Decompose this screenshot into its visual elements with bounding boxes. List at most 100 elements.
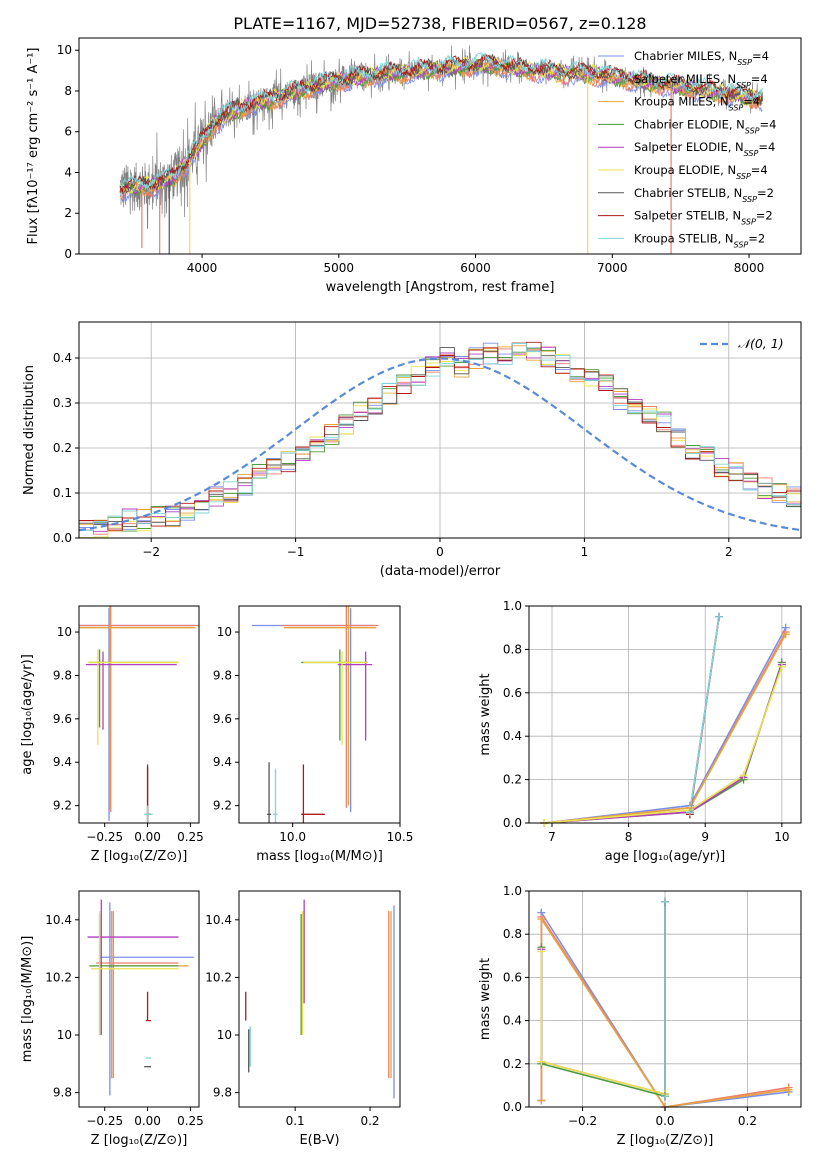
y-tick-label: 10.2 xyxy=(205,970,232,984)
x-tick-label: 0.00 xyxy=(134,1114,161,1128)
weight-marker xyxy=(537,947,546,956)
y-tick-label: 0.2 xyxy=(503,1057,522,1071)
point-salpeter-miles xyxy=(281,606,379,808)
point-salpeter-elodie xyxy=(85,651,177,730)
weight-line-chabrier-elodie xyxy=(540,947,666,1097)
x-tick-label: 0.25 xyxy=(177,830,204,844)
point-kroupa-miles xyxy=(284,606,377,806)
y-tick-label: 10 xyxy=(57,43,72,57)
weight-marker xyxy=(661,1092,669,1101)
point-chabrier-elodie xyxy=(301,649,368,741)
axes-frame xyxy=(78,890,200,1108)
y-tick-label: 9.4 xyxy=(53,755,72,769)
y-tick-label: 0.0 xyxy=(503,1100,522,1114)
axes-frame xyxy=(78,605,200,824)
panel-age_vs_Z: −0.25 0.00 0.25 9.2 9.4 9.6 9.8 10 Z [log₁₀(Z/Z⊙… xyxy=(20,605,204,864)
point-kroupa-miles xyxy=(79,606,196,810)
y-axis-label: age [log₁₀(age/yr)] xyxy=(20,654,35,775)
y-tick-label: 9.2 xyxy=(213,799,232,813)
x-tick-label: 10 xyxy=(774,830,789,844)
hist-kroupa-stelib xyxy=(79,343,801,531)
weight-marker xyxy=(537,1096,546,1105)
point-chabrier-miles xyxy=(99,902,194,1096)
y-tick-label: 8 xyxy=(64,84,72,98)
weight-marker xyxy=(537,1057,546,1066)
y-tick-label: 1.0 xyxy=(503,884,522,898)
y-tick-label: 9.2 xyxy=(53,799,72,813)
axes-frame xyxy=(528,605,802,824)
y-tick-label: 0.6 xyxy=(503,686,522,700)
x-tick-label: 0.0 xyxy=(655,1114,674,1128)
x-tick-label: 7 xyxy=(548,830,556,844)
x-tick-label: 7000 xyxy=(597,261,628,275)
point-salpeter-elodie xyxy=(87,899,179,1035)
x-tick-label: 0.1 xyxy=(286,1114,305,1128)
weight-line-kroupa-elodie xyxy=(544,666,783,823)
y-tick-label: 0.2 xyxy=(503,773,522,787)
panel-spectrum: 4000 5000 6000 7000 8000 0 2 4 6 8 10 wavelength [A… xyxy=(26,37,802,295)
x-tick-label: 1 xyxy=(581,545,589,559)
gaussian-curve xyxy=(79,357,801,532)
x-tick-label: −1 xyxy=(287,545,305,559)
plot-area-residuals xyxy=(79,341,801,538)
y-tick-label: 9.8 xyxy=(53,1086,72,1100)
legend-entry: Chabrier ELODIE, NSSP=4 xyxy=(634,117,776,135)
y-tick-label: 0.8 xyxy=(503,927,522,941)
plot-area-age_vs_mass xyxy=(251,606,379,823)
x-tick-label: 8 xyxy=(625,830,633,844)
x-tick-label: 6000 xyxy=(460,261,491,275)
legend-entry: Kroupa STELIB, NSSP=2 xyxy=(634,231,765,249)
hist-salpeter-elodie xyxy=(79,346,801,532)
y-axis-label: mass weight xyxy=(478,673,493,755)
y-tick-label: 0.8 xyxy=(503,642,522,656)
x-tick-label: 9 xyxy=(701,830,709,844)
y-tick-label: 9.8 xyxy=(213,668,232,682)
weight-line-kroupa-elodie xyxy=(540,951,666,1095)
axes-frame xyxy=(238,890,401,1108)
plot-area-mass_vs_Z xyxy=(87,899,194,1096)
point-salpeter-stelib xyxy=(145,766,151,823)
x-tick-label: −0.2 xyxy=(568,1114,597,1128)
weight-line-kroupa-stelib xyxy=(689,616,720,813)
weight-line-chabrier-miles xyxy=(544,627,787,823)
y-tick-label: 0.4 xyxy=(503,729,522,743)
x-tick-label: 10.0 xyxy=(279,830,306,844)
y-tick-label: 0 xyxy=(64,247,72,261)
panel-residuals: −2 −1 0 1 2 0.0 0.1 0.2 0.3 0.4 (data-model)/error… xyxy=(22,321,802,579)
y-tick-label: 0.1 xyxy=(53,486,72,500)
weight-marker xyxy=(661,897,669,906)
weight-line-salpeter-miles xyxy=(544,631,787,823)
x-tick-label: 2 xyxy=(725,545,733,559)
y-tick-label: 10 xyxy=(217,1028,232,1042)
panel-weight_vs_age: 7 8 9 10 0.0 0.2 0.4 0.6 0.8 1.0 age [log₁₀(age/yr… xyxy=(478,599,802,864)
x-axis-label: Z [log₁₀(Z/Z⊙)] xyxy=(91,849,188,864)
point-salpeter-stelib xyxy=(301,764,325,823)
y-tick-label: 10.2 xyxy=(45,970,72,984)
x-axis-label: (data-model)/error xyxy=(380,564,501,579)
point-kroupa-stelib xyxy=(144,805,153,823)
x-axis-label: wavelength [Angstrom, rest frame] xyxy=(326,280,555,295)
y-tick-label: 9.8 xyxy=(213,1086,232,1100)
x-axis-label: Z [log₁₀(Z/Z⊙)] xyxy=(91,1133,188,1148)
model-kroupa-stelib xyxy=(119,51,763,190)
spectrum-legend: Chabrier MILES, NSSP=4 Salpeter MILES, NS… xyxy=(598,49,776,249)
x-tick-label: 0.00 xyxy=(134,830,161,844)
x-axis-label: Z [log₁₀(Z/Z⊙)] xyxy=(617,1133,714,1148)
y-tick-label: 0.6 xyxy=(503,970,522,984)
y-tick-label: 2 xyxy=(64,206,72,220)
weight-line-salpeter-elodie xyxy=(544,664,783,823)
x-tick-label: 0.2 xyxy=(738,1114,757,1128)
y-tick-label: 10.4 xyxy=(205,913,232,927)
y-tick-label: 10.4 xyxy=(45,913,72,927)
y-tick-label: 10 xyxy=(57,1028,72,1042)
point-kroupa-elodie xyxy=(91,911,179,1035)
legend-entry: 𝒩(0, 1) xyxy=(738,336,784,351)
weight-marker xyxy=(781,630,790,639)
panel-mass_vs_ebv: 0.1 0.2 9.8 10 10.2 10.4 E(B-V) xyxy=(205,890,401,1148)
panel-mass_vs_Z: −0.25 0.00 0.25 9.8 10 10.2 10.4 Z [log₁₀(Z/Z⊙)… xyxy=(20,890,204,1148)
point-chabrier-elodie xyxy=(89,914,179,1035)
weight-line-kroupa-miles xyxy=(544,633,787,823)
y-tick-label: 0.3 xyxy=(53,396,72,410)
plot-area-age_vs_Z xyxy=(79,606,199,823)
